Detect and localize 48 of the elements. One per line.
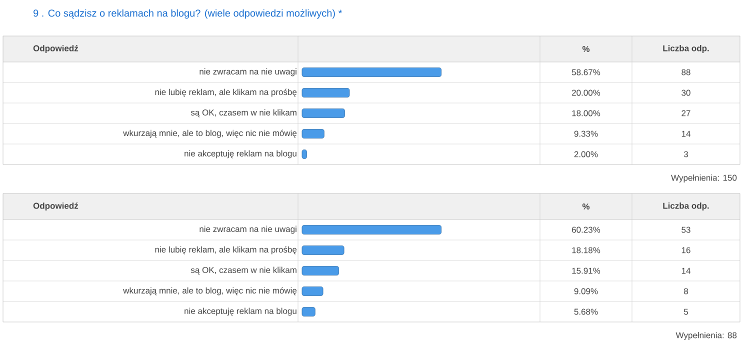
text: 14 xyxy=(682,268,690,274)
y-tick-label: nie zwracam na nie uwagi xyxy=(200,226,296,234)
bar xyxy=(302,246,344,255)
bar xyxy=(302,68,442,77)
y-tick-label: nie lubię reklam, ale klikam na prośbę xyxy=(155,88,297,97)
bar xyxy=(302,225,442,234)
text: Wypełnienia: 150 xyxy=(671,174,737,182)
data-label: 58.67% xyxy=(572,69,600,76)
bar xyxy=(302,108,345,118)
y-tick-label: nie zwracam na nie uwagi xyxy=(200,68,296,76)
data-label: 9.09% xyxy=(574,288,598,294)
data-label: 18.00% xyxy=(572,110,600,116)
text: Wypełnienia: 88 xyxy=(676,332,737,340)
data-label: 9.33% xyxy=(574,130,598,137)
y-tick-label: nie akceptuję reklam na blogu xyxy=(184,308,296,316)
text: 3 xyxy=(684,151,688,158)
text: Odpowiedź xyxy=(33,44,78,53)
bar xyxy=(302,88,350,98)
bar xyxy=(302,307,316,316)
y-tick-label: są OK, czasem w nie klikam xyxy=(190,109,296,118)
data-label: 60.23% xyxy=(572,226,600,233)
text: % xyxy=(582,204,590,210)
y-tick-label: wkurzają mnie, ale to blog, więc nic nie mówię xyxy=(123,287,297,296)
text: 53 xyxy=(682,226,690,233)
text: Odpowiedź xyxy=(33,202,78,210)
data-label: 5.68% xyxy=(574,308,598,315)
text: 16 xyxy=(682,247,690,254)
y-tick-label: nie lubię reklam, ale klikam na prośbę xyxy=(155,246,297,254)
y-tick-label: wkurzają mnie, ale to blog, więc nic nie mówię xyxy=(123,130,297,138)
text: 27 xyxy=(682,110,690,116)
text: 5 xyxy=(684,308,688,315)
bar xyxy=(302,266,339,276)
data-label: 20.00% xyxy=(572,90,600,96)
bar xyxy=(302,129,324,138)
bar xyxy=(302,286,324,296)
data-label: 2.00% xyxy=(574,151,598,158)
text: 14 xyxy=(682,130,690,137)
y-tick-label: nie akceptuję reklam na blogu xyxy=(184,150,296,158)
text: % xyxy=(582,46,590,52)
text: Liczba odp. xyxy=(663,202,709,210)
y-tick-label: są OK, czasem w nie klikam xyxy=(190,266,296,275)
text: 8 xyxy=(684,288,688,294)
text: 88 xyxy=(682,69,690,76)
data-label: 18.18% xyxy=(572,247,600,254)
text: 9 . Co sądzisz o reklamach na blogu? (wiele odpowiedzi możliwych) * xyxy=(34,9,342,19)
text: Liczba odp. xyxy=(663,45,709,53)
data-label: 15.91% xyxy=(572,268,600,274)
text: 30 xyxy=(682,90,690,96)
